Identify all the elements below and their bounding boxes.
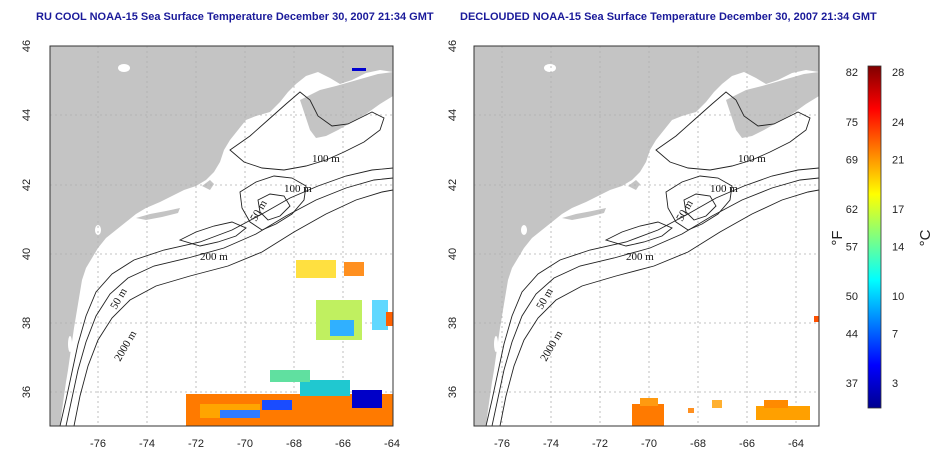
colorbar-celsius-tick: 24 [892,117,904,129]
x-tick-label: -74 [139,438,155,450]
y-axis-ticks: 46 44 42 40 38 36 [21,40,33,398]
colorbar-fahrenheit-tick: 50 [846,291,858,303]
colorbar-fahrenheit-tick: 37 [846,378,858,390]
y-tick-label: 40 [447,248,459,260]
sst-data [186,68,393,426]
grid-lines [474,46,819,426]
contour-label: 100 m [284,183,312,195]
colorbar-fahrenheit-tick: 57 [846,241,858,253]
x-tick-label: -64 [384,438,400,450]
map-area: 100 m 100 m 50 m 200 m 50 m 2000 m [50,46,393,426]
x-tick-label: -66 [739,438,755,450]
bathymetry-contours [485,91,819,426]
y-tick-label: 36 [447,386,459,398]
land-nova-scotia [726,72,819,138]
x-axis-ticks: -76 -74 -72 -70 -68 -66 -64 [494,438,804,450]
grid-lines [50,46,393,426]
y-tick-label: 38 [447,317,459,329]
x-tick-label: -68 [286,438,302,450]
colorbar-celsius-tick: 7 [892,328,898,340]
land-cape-cod [202,180,214,190]
colorbar-celsius-tick: 21 [892,154,904,166]
colorbar-fahrenheit-tick: 62 [846,204,858,216]
x-tick-label: -76 [90,438,106,450]
colorbar-celsius-tick: 14 [892,241,904,253]
map-frame [49,45,394,427]
colorbar-fahrenheit-tick: 82 [846,67,858,79]
bathymetry-contours [59,91,393,426]
sst-map-raw: RU COOL NOAA-15 Sea Surface Temperature … [21,11,434,450]
sst-map-declouded: DECLOUDED NOAA-15 Sea Surface Temperatur… [447,11,877,450]
colorbar-fahrenheit-tick: 75 [846,117,858,129]
y-tick-label: 42 [21,179,33,191]
colorbar-celsius-tick: 28 [892,67,904,79]
y-tick-label: 38 [21,317,33,329]
y-tick-label: 46 [21,40,33,52]
y-tick-label: 42 [447,179,459,191]
contour-label: 200 m [200,251,228,263]
y-tick-label: 44 [447,109,459,121]
colorbar-fahrenheit-tick: 44 [846,328,858,340]
y-tick-label: 36 [21,386,33,398]
x-axis-ticks: -76 -74 -72 -70 -68 -66 -64 [90,438,400,450]
colorbar-fahrenheit-tick: 69 [846,154,858,166]
x-tick-label: -74 [543,438,559,450]
land-long-island [562,208,606,220]
x-tick-label: -72 [592,438,608,450]
chart-title: DECLOUDED NOAA-15 Sea Surface Temperatur… [460,11,877,23]
contour-label: 100 m [312,153,340,165]
colorbar-celsius-tick: 10 [892,291,904,303]
x-tick-label: -72 [188,438,204,450]
temperature-colorbar: 82 75 69 62 57 50 44 37 28 24 21 17 14 10 7 3 °F °C [829,65,934,409]
fahrenheit-unit-label: °F [829,230,846,245]
x-tick-label: -70 [641,438,657,450]
x-tick-label: -76 [494,438,510,450]
x-tick-label: -66 [335,438,351,450]
chart-title: RU COOL NOAA-15 Sea Surface Temperature … [36,11,434,23]
sst-data [632,316,819,426]
fahrenheit-ticks: 82 75 69 62 57 50 44 37 [846,67,858,390]
contour-label: 100 m [710,183,738,195]
y-tick-label: 46 [447,40,459,52]
y-axis-ticks: 46 44 42 40 38 36 [447,40,459,398]
map-frame [473,45,820,427]
y-tick-label: 44 [21,109,33,121]
land-mass [474,46,819,426]
celsius-ticks: 28 24 21 17 14 10 7 3 [892,67,904,390]
x-tick-label: -68 [690,438,706,450]
x-tick-label: -70 [237,438,253,450]
colorbar-gradient [867,65,882,409]
contour-label: 200 m [626,251,654,263]
land-mass [50,46,393,426]
map-area: 100 m 100 m 50 m 200 m 50 m 2000 m [474,46,819,426]
colorbar-celsius-tick: 17 [892,204,904,216]
y-tick-label: 40 [21,248,33,260]
x-tick-label: -64 [788,438,804,450]
celsius-unit-label: °C [917,229,934,246]
land-nova-scotia [300,72,393,138]
colorbar-celsius-tick: 3 [892,378,898,390]
contour-label: 100 m [738,153,766,165]
